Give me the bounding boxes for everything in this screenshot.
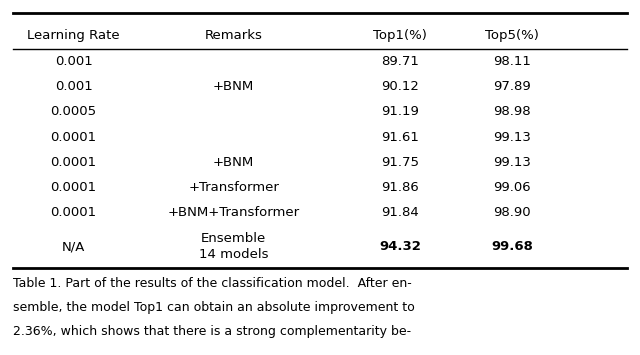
Text: +BNM: +BNM <box>213 80 254 93</box>
Text: 0.001: 0.001 <box>55 80 92 93</box>
Text: N/A: N/A <box>62 240 85 253</box>
Text: 0.0005: 0.0005 <box>51 105 97 119</box>
Text: Remarks: Remarks <box>205 29 262 42</box>
Text: Learning Rate: Learning Rate <box>28 29 120 42</box>
Text: 99.06: 99.06 <box>493 181 531 194</box>
Text: 98.90: 98.90 <box>493 206 531 219</box>
Text: 99.13: 99.13 <box>493 131 531 144</box>
Text: 0.0001: 0.0001 <box>51 181 97 194</box>
Text: 91.61: 91.61 <box>381 131 419 144</box>
Text: 91.75: 91.75 <box>381 156 419 169</box>
Text: +BNM: +BNM <box>213 156 254 169</box>
Text: 0.0001: 0.0001 <box>51 156 97 169</box>
Text: 0.001: 0.001 <box>55 55 92 68</box>
Text: 89.71: 89.71 <box>381 55 419 68</box>
Text: 98.11: 98.11 <box>493 55 531 68</box>
Text: 2.36%, which shows that there is a strong complementarity be-: 2.36%, which shows that there is a stron… <box>13 325 411 338</box>
Text: Ensemble
14 models: Ensemble 14 models <box>199 232 268 261</box>
Text: 99.68: 99.68 <box>491 240 533 253</box>
Text: 90.12: 90.12 <box>381 80 419 93</box>
Text: +Transformer: +Transformer <box>188 181 279 194</box>
Text: 91.19: 91.19 <box>381 105 419 119</box>
Text: Top5(%): Top5(%) <box>485 29 539 42</box>
Text: 91.84: 91.84 <box>381 206 419 219</box>
Text: 99.13: 99.13 <box>493 156 531 169</box>
Text: 98.98: 98.98 <box>493 105 531 119</box>
Text: 97.89: 97.89 <box>493 80 531 93</box>
Text: 0.0001: 0.0001 <box>51 206 97 219</box>
Text: 91.86: 91.86 <box>381 181 419 194</box>
Text: Top1(%): Top1(%) <box>373 29 427 42</box>
Text: semble, the model Top1 can obtain an absolute improvement to: semble, the model Top1 can obtain an abs… <box>13 301 415 314</box>
Text: 0.0001: 0.0001 <box>51 131 97 144</box>
Text: 94.32: 94.32 <box>379 240 421 253</box>
Text: +BNM+Transformer: +BNM+Transformer <box>168 206 300 219</box>
Text: Table 1. Part of the results of the classification model.  After en-: Table 1. Part of the results of the clas… <box>13 277 412 290</box>
